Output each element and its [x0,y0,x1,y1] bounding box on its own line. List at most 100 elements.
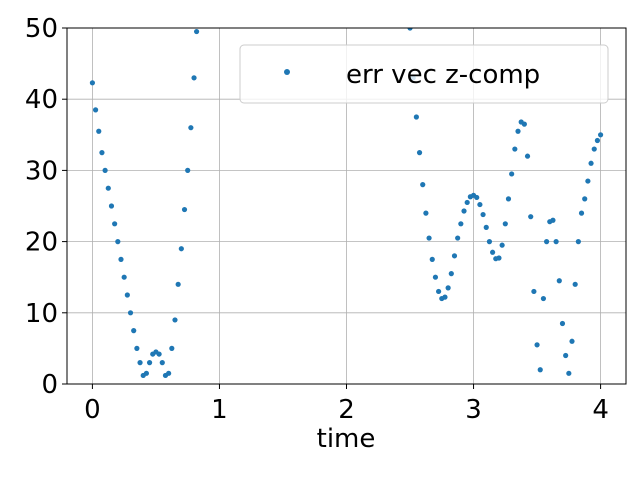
data-point [594,137,601,144]
data-point [191,75,197,81]
data-point [588,160,594,166]
data-point [486,239,493,245]
data-point [112,221,118,227]
data-point [524,153,531,159]
data-point [420,182,426,188]
data-point [455,235,461,241]
data-point [178,246,184,252]
data-point [407,28,413,31]
data-point [108,203,115,209]
x-axis-label: time [317,424,376,454]
data-point [505,196,512,202]
data-point [451,253,458,259]
data-point [102,167,108,173]
data-point [134,345,140,351]
y-tick-label: 10 [25,299,58,329]
data-point [553,239,559,245]
data-point [474,194,480,201]
x-tick-label: 0 [84,395,101,425]
legend-label: err vec z-comp [346,60,540,90]
data-point [146,360,153,366]
data-point [172,317,178,323]
x-tick-label: 4 [592,395,609,425]
y-tick-label: 50 [25,14,58,44]
data-point [569,338,575,344]
data-point [597,132,604,138]
data-point [458,221,464,227]
data-point [96,128,102,134]
data-point [185,167,191,173]
y-tick-label: 40 [25,85,58,115]
data-point [502,221,508,227]
data-point [464,199,470,206]
legend-box [239,44,609,104]
data-point [509,171,515,177]
data-point [515,128,521,134]
data-point [175,281,181,287]
data-point [480,211,486,218]
y-tick-label: 20 [25,228,58,258]
data-point [559,320,566,327]
data-point [528,214,534,220]
data-point [156,351,162,357]
data-point [105,185,111,191]
data-point [426,235,432,241]
data-point [166,370,172,376]
x-tick-label: 2 [338,395,355,425]
data-point [521,121,527,127]
data-point [429,256,435,262]
data-point [442,294,448,300]
data-point [531,288,537,295]
data-point [563,352,569,359]
y-tick-label: 30 [25,156,58,186]
data-point [496,255,502,261]
data-point [591,146,597,152]
data-point [556,278,562,284]
x-tick-label: 3 [465,395,482,425]
data-point [416,150,423,156]
data-point [89,80,96,86]
data-point [159,360,165,366]
data-point [578,210,585,216]
data-point [137,360,143,366]
data-point [585,178,591,184]
data-point [432,274,439,280]
data-point [131,328,137,334]
data-point [143,370,150,376]
data-point [99,150,105,156]
data-point [512,146,518,152]
data-point [423,210,429,216]
data-point [566,370,572,376]
data-point [537,367,543,373]
data-point [169,345,175,351]
y-tick-label: 0 [41,370,58,400]
data-point [461,208,467,214]
data-point [193,28,200,35]
data-point [572,281,578,287]
data-point [124,292,130,298]
data-point [575,239,581,245]
data-point [445,285,451,291]
data-point [448,271,454,277]
data-point [490,249,496,255]
data-point [413,114,419,120]
data-point [181,206,188,213]
data-point [127,310,134,316]
data-point [121,274,127,280]
data-point [188,125,194,131]
legend-marker [284,69,290,75]
data-point [483,224,489,230]
x-tick-label: 1 [211,395,228,425]
data-point [534,342,540,348]
data-point [540,295,547,302]
data-point [477,201,483,208]
data-point [92,107,99,113]
data-point [582,196,588,202]
data-point [550,217,556,223]
data-point [115,239,121,245]
data-point [543,239,550,245]
data-point [436,288,442,295]
data-point [118,256,124,262]
data-point [499,242,505,248]
